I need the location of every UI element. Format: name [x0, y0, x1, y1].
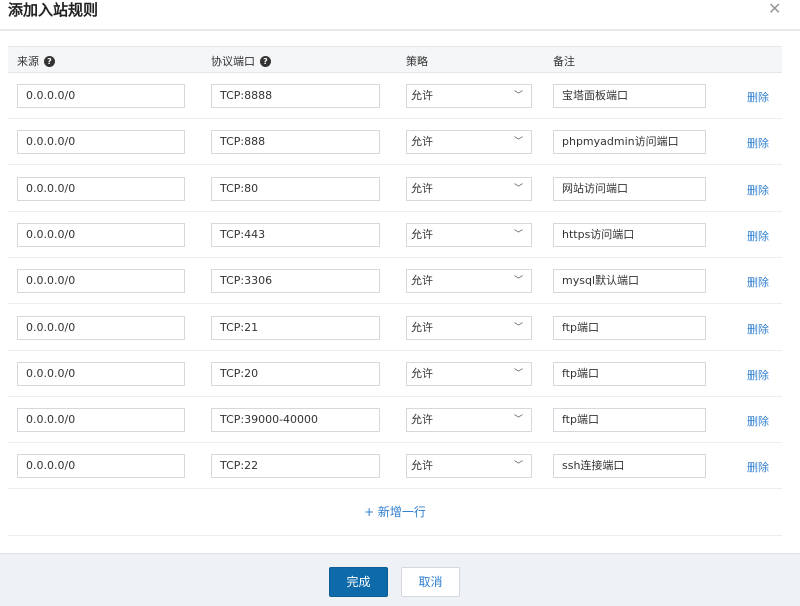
port-input[interactable]: TCP:8888: [211, 84, 380, 108]
help-icon[interactable]: ?: [44, 55, 55, 67]
source-input[interactable]: 0.0.0.0/0: [17, 408, 185, 433]
help-icon[interactable]: ?: [260, 55, 271, 67]
source-input[interactable]: 0.0.0.0/0: [17, 315, 185, 340]
table-row: 0.0.0.0/0 TCP:20 允许 ﹀ ftp端口 删除: [8, 351, 782, 397]
table-header: 来源? 协议端口? 策略 备注: [8, 46, 782, 73]
policy-select[interactable]: 允许 ﹀: [406, 176, 532, 201]
port-input[interactable]: TCP:888: [211, 130, 380, 155]
note-input[interactable]: phpmyadmin访问端口: [553, 130, 706, 155]
note-input[interactable]: ftp端口: [553, 315, 706, 340]
table-row: 0.0.0.0/0 TCP:80 允许 ﹀ 网站访问端口 删除: [8, 166, 782, 212]
table-row: 0.0.0.0/0 TCP:8888 允许 ﹀ 宝塔面板端口 删除: [8, 73, 782, 119]
note-input[interactable]: 宝塔面板端口: [553, 84, 706, 108]
chevron-down-icon: ﹀: [513, 322, 523, 333]
chevron-down-icon: ﹀: [513, 91, 523, 101]
column-port-label: 协议端口: [211, 55, 255, 68]
close-icon[interactable]: ✕: [768, 0, 782, 18]
port-input[interactable]: TCP:3306: [211, 269, 380, 294]
policy-value: 允许: [411, 135, 433, 149]
chevron-down-icon: ﹀: [513, 183, 523, 194]
table-row: 0.0.0.0/0 TCP:39000-40000 允许 ﹀ ftp端口 删除: [8, 397, 782, 444]
port-input[interactable]: TCP:39000-40000: [211, 408, 380, 433]
chevron-down-icon: ﹀: [513, 137, 523, 148]
delete-row-link[interactable]: 删除: [747, 368, 769, 382]
table-row: 0.0.0.0/0 TCP:22 允许 ﹀ ssh连接端口 删除: [8, 443, 782, 490]
policy-select[interactable]: 允许 ﹀: [406, 315, 532, 340]
column-note: 备注: [553, 55, 575, 68]
dialog-title: 添加入站规则: [8, 1, 99, 19]
port-input[interactable]: TCP:22: [211, 454, 380, 479]
dialog-footer: 完成 取消: [0, 553, 800, 606]
policy-select[interactable]: 允许 ﹀: [406, 361, 532, 386]
note-input[interactable]: ftp端口: [553, 361, 706, 386]
note-input[interactable]: ssh连接端口: [553, 454, 706, 479]
chevron-down-icon: ﹀: [513, 415, 523, 426]
policy-select[interactable]: 允许 ﹀: [406, 454, 532, 479]
delete-row-link[interactable]: 删除: [747, 91, 769, 104]
delete-row-link[interactable]: 删除: [747, 183, 769, 197]
chevron-down-icon: ﹀: [513, 276, 523, 287]
column-port: 协议端口?: [211, 53, 271, 69]
port-input[interactable]: TCP:20: [211, 361, 380, 386]
table-row: 0.0.0.0/0 TCP:888 允许 ﹀ phpmyadmin访问端口 删除: [8, 119, 782, 166]
confirm-button[interactable]: 完成: [329, 567, 388, 597]
policy-select[interactable]: 允许 ﹀: [406, 84, 532, 108]
policy-value: 允许: [411, 459, 433, 473]
policy-value: 允许: [411, 227, 433, 241]
note-input[interactable]: mysql默认端口: [553, 269, 706, 294]
delete-row-link[interactable]: 删除: [747, 415, 769, 429]
source-input[interactable]: 0.0.0.0/0: [17, 130, 185, 155]
table-row: 0.0.0.0/0 TCP:3306 允许 ﹀ mysql默认端口 删除: [8, 258, 782, 305]
source-input[interactable]: 0.0.0.0/0: [17, 84, 185, 108]
port-input[interactable]: TCP:443: [211, 222, 380, 247]
policy-value: 允许: [411, 274, 433, 288]
delete-row-link[interactable]: 删除: [747, 137, 769, 151]
cancel-button[interactable]: 取消: [401, 567, 460, 597]
column-policy: 策略: [406, 55, 428, 68]
chevron-down-icon: ﹀: [513, 368, 523, 379]
chevron-down-icon: ﹀: [513, 461, 523, 472]
policy-select[interactable]: 允许 ﹀: [406, 222, 532, 247]
policy-value: 允许: [411, 366, 433, 380]
delete-row-link[interactable]: 删除: [747, 276, 769, 290]
source-input[interactable]: 0.0.0.0/0: [17, 176, 185, 201]
source-input[interactable]: 0.0.0.0/0: [17, 269, 185, 294]
column-source-label: 来源: [17, 55, 39, 68]
policy-value: 允许: [411, 413, 433, 427]
policy-value: 允许: [411, 89, 433, 102]
add-row-button[interactable]: + 新增一行: [8, 489, 782, 536]
port-input[interactable]: TCP:21: [211, 315, 380, 340]
delete-row-link[interactable]: 删除: [747, 229, 769, 243]
table-row: 0.0.0.0/0 TCP:21 允许 ﹀ ftp端口 删除: [8, 305, 782, 351]
source-input[interactable]: 0.0.0.0/0: [17, 361, 185, 386]
note-input[interactable]: 网站访问端口: [553, 176, 706, 201]
policy-value: 允许: [411, 181, 433, 195]
policy-select[interactable]: 允许 ﹀: [406, 130, 532, 155]
chevron-down-icon: ﹀: [513, 229, 523, 240]
note-input[interactable]: https访问端口: [553, 222, 706, 247]
policy-select[interactable]: 允许 ﹀: [406, 269, 532, 294]
delete-row-link[interactable]: 删除: [747, 461, 769, 475]
source-input[interactable]: 0.0.0.0/0: [17, 222, 185, 247]
column-source: 来源?: [17, 53, 55, 69]
source-input[interactable]: 0.0.0.0/0: [17, 454, 185, 479]
policy-value: 允许: [411, 320, 433, 334]
note-input[interactable]: ftp端口: [553, 408, 706, 433]
port-input[interactable]: TCP:80: [211, 176, 380, 201]
policy-select[interactable]: 允许 ﹀: [406, 408, 532, 433]
divider: [0, 29, 800, 31]
delete-row-link[interactable]: 删除: [747, 322, 769, 336]
table-row: 0.0.0.0/0 TCP:443 允许 ﹀ https访问端口 删除: [8, 212, 782, 258]
